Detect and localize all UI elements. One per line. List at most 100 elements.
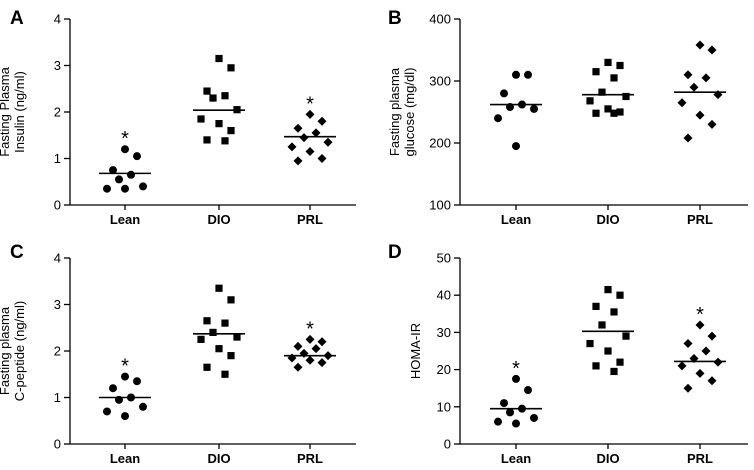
panel-c-dio-point-0 (215, 284, 223, 292)
panel-b-dio-point-9 (592, 109, 600, 117)
panel-d-letter: D (388, 242, 402, 263)
panel-c-dio-point-9 (203, 363, 211, 371)
panel-c-y-label-line-0: Fasting plasma (0, 306, 12, 395)
panel-b-dio-point-5 (622, 92, 630, 101)
panel-b-prl-point-4 (689, 82, 699, 92)
panel-c-prl-point-3 (311, 344, 321, 354)
panel-d-lean-point-6 (494, 417, 502, 426)
panel-c-prl-significance-star: * (306, 318, 314, 340)
panel-a-prl-point-1 (317, 116, 327, 126)
panel-d-dio-point-7 (604, 347, 612, 355)
panel-d-dio-point-10 (610, 367, 618, 376)
panel-c-dio-point-8 (227, 352, 235, 360)
panel-a-prl-point-3 (311, 128, 321, 138)
panel-c-letter: C (10, 242, 24, 263)
panel-b-dio-point-1 (616, 61, 624, 70)
panel-c-lean-point-7 (121, 412, 129, 421)
panel-d-y-tick-label-4: 40 (437, 288, 451, 303)
panel-b-x-label-lean: Lean (501, 212, 531, 227)
panel-b-prl-point-9 (683, 133, 693, 143)
panel-d-x-label-dio: DIO (596, 451, 619, 466)
panel-a-lean-point-2 (109, 166, 117, 175)
panel-a-lean-point-3 (127, 170, 135, 179)
panel-c-prl-point-4 (299, 348, 309, 358)
panel-a-lean-point-5 (139, 182, 147, 191)
panel-d-y-tick-label-5: 50 (437, 251, 451, 266)
panel-d-y-tick-label-2: 20 (437, 362, 451, 377)
panel-a-x-label-dio: DIO (207, 212, 230, 227)
panel-b-dio-point-2 (592, 68, 600, 76)
panel-d-lean-point-5 (530, 413, 538, 422)
panel-d-prl-point-7 (695, 368, 705, 378)
panel-c-prl-point-9 (293, 362, 303, 372)
panel-b-dio-point-7 (604, 105, 612, 113)
panel-d-y-tick-label-1: 10 (437, 399, 451, 414)
panel-c-x-label-prl: PRL (297, 451, 323, 466)
panel-a-lean-point-7 (121, 184, 129, 193)
panel-d-dio-point-1 (616, 291, 624, 299)
panel-c-dio-point-2 (203, 317, 211, 325)
panel-b-x-label-dio: DIO (596, 212, 619, 227)
panel-d-y-tick-label-3: 30 (437, 325, 451, 340)
panel-b-lean-point-6 (494, 114, 502, 123)
panel-d-lean-point-4 (506, 408, 514, 417)
panel-a-dio-point-7 (215, 120, 223, 128)
panel-a-prl-point-2 (293, 123, 303, 133)
panel-a-x-label-lean: Lean (110, 212, 140, 227)
panel-a-lean-point-4 (115, 175, 123, 184)
panel-d-lean-significance-star: * (512, 358, 520, 380)
panel-b-lean-point-0 (512, 70, 520, 79)
panel-c-y-tick-label-3: 3 (54, 297, 61, 312)
panel-b-prl-point-0 (695, 40, 705, 50)
panel-d-dio-point-4 (598, 321, 606, 329)
panel-a-lean-significance-star: * (121, 128, 129, 150)
panel-d-prl-point-8 (707, 376, 717, 386)
panel-b-dio-point-8 (616, 108, 624, 116)
panel-d-dio-point-6 (586, 339, 594, 348)
panel-c-lean-point-6 (103, 407, 111, 416)
panel-a-y-label-line-0: Fasting Plasma (0, 66, 12, 156)
panel-a-prl-point-5 (323, 137, 333, 147)
panel-c-prl-point-8 (317, 358, 327, 368)
panel-c-prl-point-1 (317, 337, 327, 347)
panel-b-lean-point-7 (512, 142, 520, 151)
panel-c-lean-point-1 (133, 377, 141, 386)
panel-b-y-tick-label-2: 300 (429, 74, 451, 89)
panel-d-prl-point-1 (707, 331, 717, 341)
panel-c-y-tick-label-2: 2 (54, 344, 61, 359)
panel-b-prl-point-2 (683, 70, 693, 80)
panel-d-dio-point-2 (592, 302, 600, 310)
panel-b-dio-point-6 (586, 97, 594, 105)
panel-d-prl-significance-star: * (696, 304, 704, 326)
panel-b-lean-point-2 (500, 89, 508, 98)
panel-d-x-label-prl: PRL (687, 451, 713, 466)
panel-b-dio-point-4 (598, 88, 606, 96)
panel-d-prl-point-6 (677, 361, 687, 371)
panel-c-prl-point-7 (305, 355, 315, 365)
panel-d-y-label-line-0: HOMA-IR (408, 323, 423, 379)
panel-a-lean-point-0 (121, 145, 129, 154)
panel-b-y-tick-label-3: 400 (429, 12, 451, 27)
panel-d-dio-point-5 (622, 332, 630, 340)
panel-d-prl-point-9 (683, 383, 693, 393)
panel-a-prl-point-6 (287, 142, 297, 152)
panel-c-x-label-dio: DIO (207, 451, 230, 466)
panel-b-lean-point-5 (530, 104, 538, 113)
panel-c-prl-point-0 (305, 334, 315, 344)
panel-d-prl-point-0 (695, 320, 705, 330)
panel-c-y-tick-label-1: 1 (54, 390, 61, 405)
panel-d-y-tick-label-0: 0 (444, 437, 451, 452)
panel-a-lean-point-6 (103, 184, 111, 193)
panel-c-prl-point-2 (293, 341, 303, 351)
panel-b-dio-point-0 (604, 58, 612, 66)
panel-b-prl-point-7 (695, 110, 705, 120)
panel-c-prl-point-6 (287, 353, 297, 363)
panel-c-dio-point-6 (197, 335, 205, 343)
panel-c-dio-point-3 (221, 319, 229, 327)
panel-b-dio-point-3 (610, 74, 618, 82)
panel-a-letter: A (10, 8, 24, 29)
panel-a-y-tick-label-3: 3 (54, 58, 61, 73)
panel-a-dio-point-10 (221, 137, 229, 145)
panel-c-lean-point-5 (139, 402, 147, 411)
panel-b-prl-point-1 (707, 45, 717, 55)
